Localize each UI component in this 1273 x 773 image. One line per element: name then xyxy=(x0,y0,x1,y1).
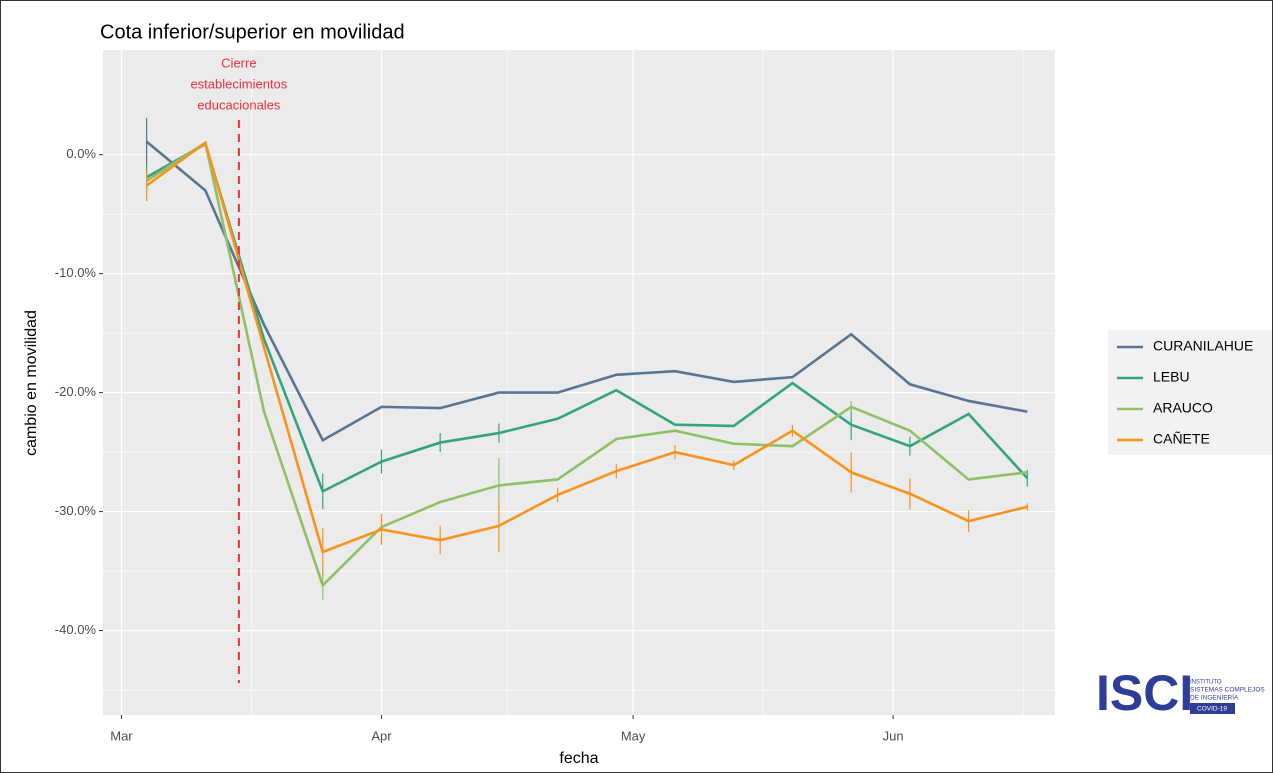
series-line xyxy=(145,140,1028,588)
legend-label: ARAUCO xyxy=(1153,400,1213,416)
logo: ISCI INSTITUTO SISTEMAS COMPLEJOS DE ING… xyxy=(1096,665,1265,721)
logo-badge xyxy=(1190,703,1235,714)
event-label: establecimientos xyxy=(190,76,287,91)
logo-text: DE INGENIERÍA xyxy=(1190,693,1239,702)
logo-badge-text: COVID-19 xyxy=(1197,706,1227,713)
logo-mark: ISCI xyxy=(1096,665,1193,721)
y-tick-label: 0.0% xyxy=(66,146,96,161)
x-tick-label: Jun xyxy=(883,728,904,743)
y-tick-label: -10.0% xyxy=(55,265,97,280)
series-line xyxy=(145,140,1028,442)
y-axis-label: cambio en movilidad xyxy=(23,310,40,456)
legend-label: LEBU xyxy=(1153,369,1190,385)
event-label: educacionales xyxy=(197,97,281,112)
legend-label: CAÑETE xyxy=(1153,431,1210,447)
marks xyxy=(145,117,1029,600)
logo-text: INSTITUTO xyxy=(1190,680,1222,686)
x-axis-label: fecha xyxy=(559,750,598,767)
series-line xyxy=(145,140,1028,554)
logo-text: SISTEMAS COMPLEJOS xyxy=(1190,687,1265,694)
panel xyxy=(103,50,1055,715)
x-tick-label: May xyxy=(621,728,646,743)
grid xyxy=(103,50,1055,715)
series-line xyxy=(145,142,1029,494)
event-label: Cierre xyxy=(221,55,256,70)
legend-box xyxy=(1108,330,1272,455)
legend-label: CURANILAHUE xyxy=(1153,338,1253,354)
y-tick-label: -30.0% xyxy=(55,503,97,518)
x-tick-label: Mar xyxy=(110,728,133,743)
y-tick-label: -40.0% xyxy=(55,622,97,637)
chart-title: Cota inferior/superior en movilidad xyxy=(100,21,405,43)
x-tick-label: Apr xyxy=(371,728,392,743)
y-tick-label: -20.0% xyxy=(55,384,97,399)
